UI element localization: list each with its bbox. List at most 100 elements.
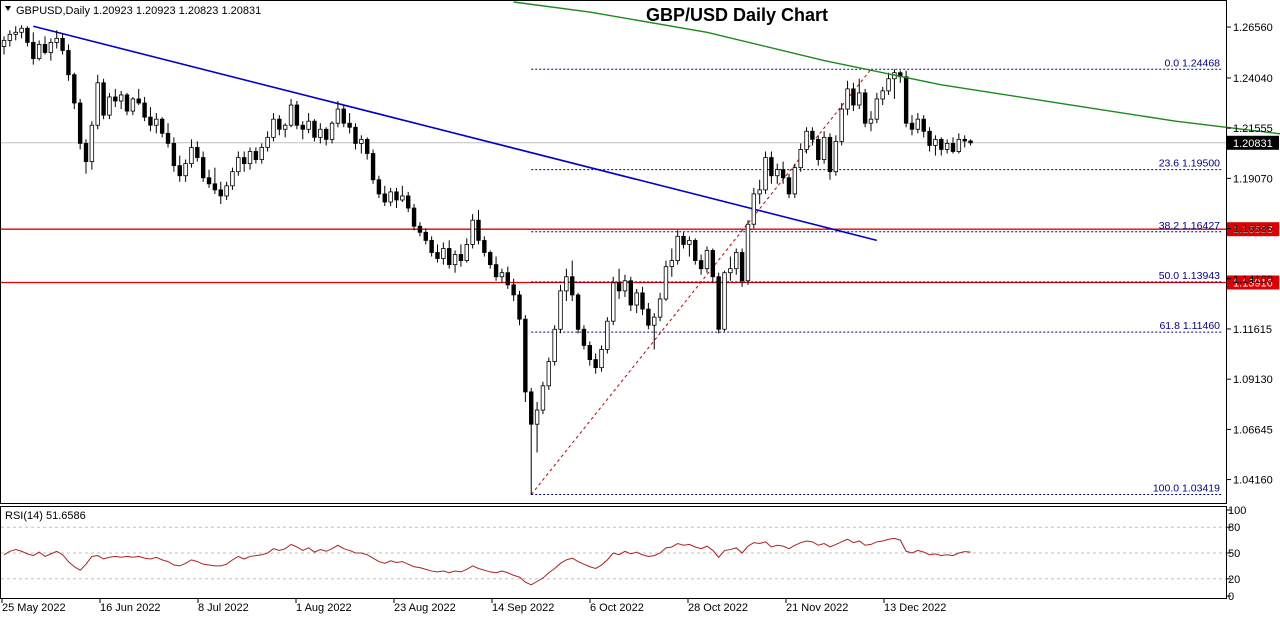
candle-bull <box>189 147 194 165</box>
candle-bear <box>312 120 317 138</box>
candle-bull <box>857 92 862 106</box>
candle-bull <box>13 31 18 35</box>
candle-bull <box>89 124 95 162</box>
candle-bear <box>458 254 464 261</box>
candle-bear <box>417 225 423 233</box>
candle-bear <box>517 294 522 320</box>
candle-bear <box>505 272 510 286</box>
time-tick-label: 23 Aug 2022 <box>394 602 456 614</box>
rsi-tick-label: 50 <box>1228 548 1240 560</box>
candle-bear <box>816 138 821 160</box>
candle-bear <box>101 82 106 116</box>
candle-bull <box>400 195 405 201</box>
candle-bull <box>558 290 563 330</box>
candle-bear <box>277 118 282 130</box>
candle-bull <box>441 248 446 259</box>
price-tick-label: 1.16585 <box>1233 224 1273 236</box>
fib-level-label: 61.8 1.11460 <box>1159 320 1220 332</box>
chart-title: GBP/USD Daily Chart <box>646 5 828 25</box>
candle-bull <box>634 292 639 306</box>
candle-bear <box>66 50 71 76</box>
candle-bear <box>962 138 967 142</box>
candle-bear <box>716 276 721 330</box>
horizontal-levels: 1.16553 1.13916 1.20831 <box>1 135 1279 290</box>
candle-bear <box>72 74 77 104</box>
candle-bull <box>19 27 24 33</box>
candle-bull <box>247 151 253 165</box>
price-tick-label: 1.19070 <box>1233 173 1273 185</box>
time-tick-label: 28 Oct 2022 <box>688 602 748 614</box>
candle-bear <box>570 276 575 296</box>
candle-bull <box>236 157 241 173</box>
candle-bull <box>54 37 59 43</box>
candle-bull <box>751 193 757 225</box>
candle-bull <box>763 157 768 191</box>
candle-bear <box>780 169 786 179</box>
candle-bull <box>318 128 323 138</box>
price-tick-label: 1.11615 <box>1233 324 1272 336</box>
rsi-tick-label: 20 <box>1228 574 1240 586</box>
candle-bear <box>587 345 592 360</box>
candle-bull <box>306 120 311 130</box>
candle-bear <box>159 118 165 134</box>
candle-bull <box>48 42 54 53</box>
candle-bear <box>370 153 376 181</box>
candle-bear <box>294 104 300 126</box>
candle-bull <box>107 96 112 116</box>
candle-bull <box>734 252 739 270</box>
candle-bear <box>581 328 587 346</box>
candle-bear <box>218 189 223 197</box>
candle-bear <box>323 128 329 140</box>
time-tick-label: 21 Nov 2022 <box>786 602 848 614</box>
price-tick-label: 1.26560 <box>1233 22 1273 34</box>
time-tick-label: 14 Sep 2022 <box>492 602 554 614</box>
candle-bear <box>646 308 651 326</box>
candle-bull <box>728 268 733 274</box>
candle-bear <box>511 284 516 296</box>
candle-bear <box>253 151 259 160</box>
current-price-label: 1.20831 <box>1233 138 1273 150</box>
candle-bear <box>593 359 598 369</box>
trendline-layer <box>33 25 878 242</box>
candle-bear <box>148 116 153 126</box>
rsi-tick-label: 0 <box>1228 591 1234 603</box>
candle-bear <box>347 122 352 128</box>
candle-bear <box>177 165 182 177</box>
candle-bull <box>224 185 229 197</box>
candle-bear <box>476 219 481 241</box>
price-tick-label: 1.14100 <box>1233 274 1273 286</box>
time-tick-label: 8 Jul 2022 <box>198 602 249 614</box>
candle-bull <box>874 98 880 120</box>
candle-bear <box>382 193 387 203</box>
level-price-label: 1.16553 <box>1233 224 1273 236</box>
candle-bear <box>862 92 868 124</box>
candle-bear <box>529 391 534 425</box>
candle-bear <box>950 143 956 152</box>
candle-bear <box>300 124 305 130</box>
candle-bull <box>775 169 780 177</box>
candle-bull <box>599 349 604 369</box>
candle-bull <box>288 104 294 126</box>
candle-bear <box>25 27 30 43</box>
candle-bear <box>376 179 382 195</box>
candle-bull <box>540 385 546 411</box>
candle-bull <box>552 328 557 362</box>
fibonacci-retracement: 0.0 1.24468 23.6 1.19500 38.2 1.16427 50.0 … <box>530 57 1222 496</box>
current-price-box <box>1227 135 1279 150</box>
candle-bear <box>142 102 147 118</box>
candle-bear <box>827 136 833 173</box>
fib-level-label: 38.2 1.16427 <box>1159 220 1220 232</box>
candle-bear <box>411 207 417 227</box>
dropdown-arrow-icon[interactable] <box>5 6 11 11</box>
candle-bear <box>394 191 399 201</box>
candle-bear <box>113 96 118 102</box>
candle-bull <box>845 88 850 110</box>
candle-bull <box>792 167 798 195</box>
time-tick-label: 16 Jun 2022 <box>100 602 161 614</box>
candle-bull <box>605 320 610 350</box>
candle-bull <box>933 138 938 146</box>
candle-bear <box>171 143 177 167</box>
candle-bear <box>406 195 411 209</box>
candle-bull <box>663 266 669 300</box>
